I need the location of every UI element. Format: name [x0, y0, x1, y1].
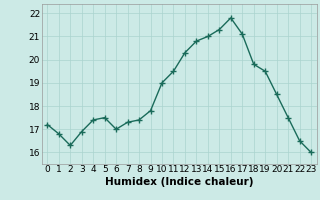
X-axis label: Humidex (Indice chaleur): Humidex (Indice chaleur) [105, 177, 253, 187]
